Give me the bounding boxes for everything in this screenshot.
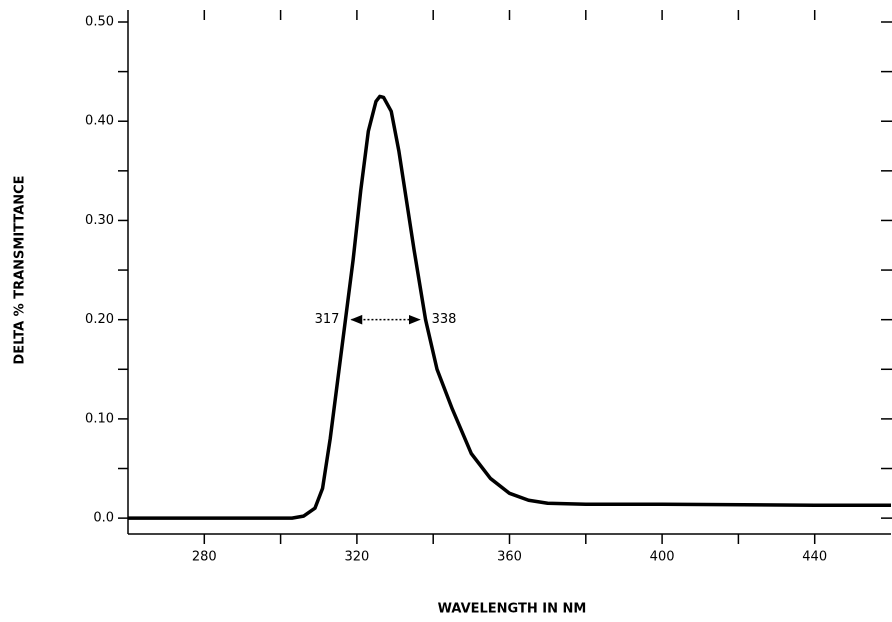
y-tick-label: 0.10 <box>85 411 114 426</box>
y-tick-label: 0.40 <box>85 114 114 129</box>
annotation: 317 <box>315 312 340 327</box>
annotation: 338 <box>432 312 457 327</box>
x-tick-label: 400 <box>650 550 675 565</box>
y-tick-label: 0.50 <box>85 15 114 30</box>
x-tick-label: 280 <box>192 550 217 565</box>
x-axis-title: WAVELENGTH IN NM <box>438 602 587 617</box>
line <box>128 94 891 520</box>
x-tick-label: 440 <box>802 550 827 565</box>
y-axis-title: DELTA % TRANSMITTANCE <box>13 175 28 364</box>
x-tick-label: 360 <box>497 550 522 565</box>
x-tick-label: 320 <box>344 550 369 565</box>
y-tick-label: 0.0 <box>93 511 114 526</box>
y-tick-label: 0.30 <box>85 213 114 228</box>
y-tick-label: 0.20 <box>85 312 114 327</box>
